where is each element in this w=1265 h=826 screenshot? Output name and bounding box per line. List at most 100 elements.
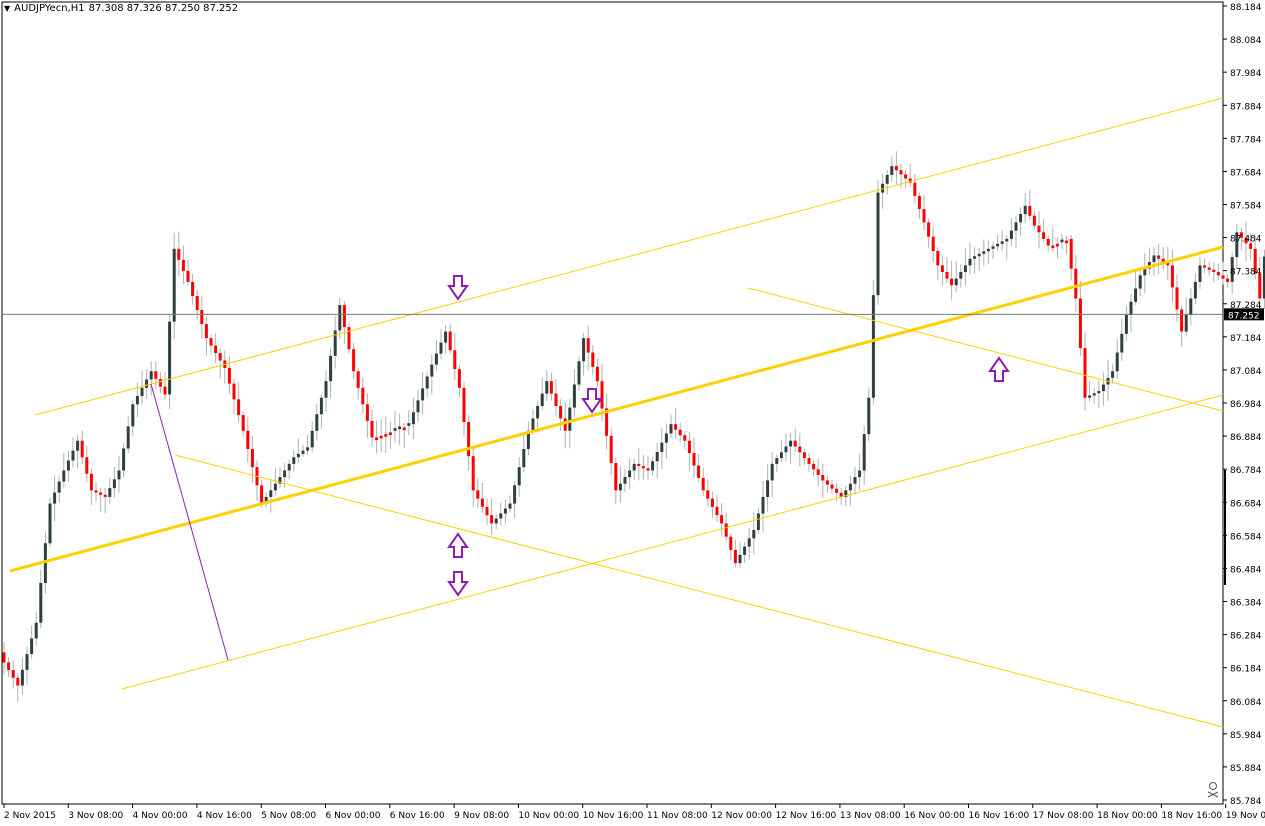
descending-line [175, 455, 1223, 727]
bull-candle [58, 482, 61, 493]
y-tick-label: 87.784 [1230, 135, 1262, 145]
bull-candle [1088, 396, 1091, 398]
bear-candle [187, 271, 190, 282]
bear-candle [210, 338, 213, 345]
bear-candle [205, 324, 208, 338]
bear-candle [467, 422, 470, 456]
bull-candle [430, 365, 433, 377]
bull-candle [320, 398, 323, 415]
bull-candle [141, 388, 144, 396]
bull-candle [757, 513, 760, 530]
bull-candle [67, 461, 70, 471]
bear-candle [1047, 239, 1050, 246]
bear-candle [7, 662, 10, 670]
upper-channel-line [35, 98, 1223, 415]
x-tick-label: 16 Nov 00:00 [904, 811, 965, 821]
bull-candle [624, 477, 627, 484]
bull-candle [867, 398, 870, 434]
x-tick-label: 4 Nov 16:00 [197, 811, 252, 821]
bear-candle [1079, 298, 1082, 348]
y-tick-label: 87.884 [1230, 102, 1262, 112]
bull-candle [762, 497, 765, 514]
x-tick-label: 5 Nov 08:00 [261, 811, 316, 821]
current-price-label: 87.252 [1228, 311, 1260, 321]
bear-candle [233, 384, 236, 400]
bear-candle [720, 515, 723, 523]
bear-candle [711, 499, 714, 507]
axis-highlight-bar [1224, 470, 1226, 585]
bull-candle [522, 449, 525, 467]
bear-candle [99, 493, 102, 495]
bear-candle [366, 404, 369, 421]
bear-candle [200, 310, 203, 324]
bear-candle [219, 353, 222, 360]
bear-candle [177, 249, 180, 260]
bear-candle [1056, 244, 1059, 247]
bull-candle [444, 332, 447, 343]
bear-candle [357, 371, 360, 388]
x-tick-label: 17 Nov 08:00 [1033, 811, 1094, 821]
bear-candle [246, 431, 249, 449]
bear-candle [3, 652, 6, 662]
bull-candle [1019, 214, 1022, 222]
bull-candle [421, 388, 424, 400]
up-arrow-icon [449, 534, 467, 557]
bear-candle [1033, 216, 1036, 226]
bear-candle [564, 418, 567, 430]
bear-candle [1180, 309, 1183, 331]
bear-candle [81, 441, 84, 458]
bear-candle [808, 458, 811, 464]
bull-candle [582, 338, 585, 361]
bull-candle [1102, 384, 1105, 391]
bull-candle [1185, 315, 1188, 332]
bear-candle [835, 489, 838, 493]
bull-candle [665, 433, 668, 442]
bull-candle [495, 518, 498, 523]
bull-candle [1125, 315, 1128, 334]
bear-candle [164, 387, 167, 395]
bear-candle [1074, 269, 1077, 299]
dropdown-triangle-icon[interactable]: ▼ [4, 4, 10, 13]
bull-candle [973, 256, 976, 258]
bear-candle [343, 305, 346, 327]
bull-candle [1189, 298, 1192, 315]
x-tick-label: 13 Nov 08:00 [840, 811, 901, 821]
bull-candle [1001, 241, 1004, 243]
y-tick-label: 88.184 [1230, 3, 1262, 13]
bear-candle [596, 367, 599, 381]
bull-candle [39, 583, 42, 623]
bull-candle [858, 470, 861, 477]
bear-candle [104, 495, 107, 497]
x-tick-label: 9 Nov 08:00 [454, 811, 509, 821]
bull-candle [412, 412, 415, 424]
bull-candle [1097, 391, 1100, 393]
bear-candle [821, 475, 824, 481]
y-tick-label: 86.084 [1230, 698, 1262, 708]
bull-candle [329, 356, 332, 381]
bull-candle [775, 458, 778, 464]
bear-candle [614, 463, 617, 490]
bull-candle [398, 426, 401, 429]
bear-candle [85, 457, 88, 474]
bull-candle [311, 431, 314, 448]
bull-candle [145, 380, 148, 388]
bull-candle [660, 443, 663, 452]
bull-candle [1093, 393, 1096, 395]
bull-candle [877, 193, 880, 296]
bear-candle [683, 435, 686, 441]
bull-candle [136, 396, 139, 404]
bear-candle [688, 441, 691, 453]
bear-candle [154, 371, 157, 379]
bear-candle [490, 515, 493, 523]
bull-candle [35, 623, 38, 639]
bull-candle [982, 251, 985, 253]
y-tick-label: 88.084 [1230, 36, 1262, 46]
bear-candle [1084, 348, 1087, 398]
bull-candle [62, 470, 65, 481]
bull-candle [978, 254, 981, 256]
bull-candle [890, 166, 893, 175]
x-tick-label: 10 Nov 00:00 [518, 811, 579, 821]
ohlc-readout: 87.308 87.326 87.250 87.252 [89, 3, 239, 14]
bear-candle [453, 350, 456, 369]
